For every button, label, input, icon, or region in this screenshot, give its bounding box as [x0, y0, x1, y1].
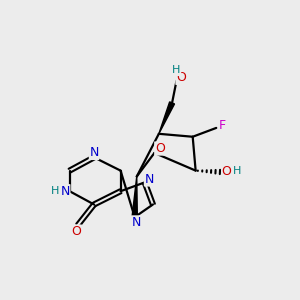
Text: N: N [144, 173, 154, 186]
Text: O: O [222, 165, 232, 178]
Text: O: O [155, 142, 165, 155]
Text: H: H [233, 166, 241, 176]
Text: N: N [131, 216, 141, 229]
Text: F: F [219, 119, 226, 132]
Text: N: N [61, 185, 70, 198]
Text: N: N [89, 146, 99, 159]
Text: O: O [176, 71, 186, 84]
Polygon shape [132, 176, 137, 217]
Text: H: H [51, 186, 59, 196]
Text: H: H [172, 65, 181, 76]
Text: O: O [71, 225, 81, 238]
Polygon shape [159, 102, 175, 134]
